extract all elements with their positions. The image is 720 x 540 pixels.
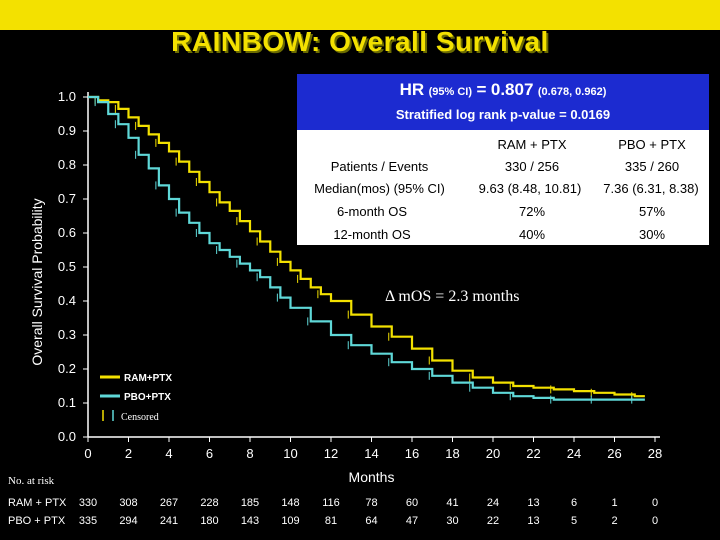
x-tick-label: 26 [607,446,621,461]
series-line-ram-ptx [88,95,645,398]
x-tick-label: 0 [84,446,91,461]
x-tick-label: 8 [246,446,253,461]
risk-value: 180 [200,515,219,527]
risk-value: 81 [324,515,338,527]
stats-row-ram: 9.63 (8.48, 10.81) [478,181,582,196]
y-tick-label: 0.4 [58,293,76,308]
hr-ci-label: (95% CI) [428,86,473,98]
risk-value: 1 [611,497,618,509]
risk-table-title: No. at risk [8,475,55,487]
stats-row-label: 12-month OS [333,227,411,242]
stats-row-label: Patients / Events [330,159,429,174]
risk-value: 308 [119,497,138,509]
risk-value: 47 [405,515,419,527]
risk-value: 148 [281,497,300,509]
risk-value: 109 [281,515,300,527]
y-tick-label: 0.1 [58,395,76,410]
risk-value: 5 [570,515,578,527]
stats-row-pbo: 335 / 260 [624,159,680,174]
x-tick-label: 6 [206,446,213,461]
x-tick-label: 28 [648,446,662,461]
logrank-pvalue: Stratified log rank p-value = 0.0169 [395,107,611,122]
risk-value: 13 [527,497,540,509]
risk-value: 0 [651,497,659,509]
risk-value: 294 [119,515,138,527]
y-tick-label: 0.8 [58,157,76,172]
hr-line: HR (95% CI) = 0.807 (0.678, 0.962) [297,80,709,100]
hr-equals: = [476,80,487,99]
legend-label: PBO+PTX [124,392,171,403]
stats-col-pbo: PBO + PTX [618,137,686,152]
stats-row-label: Median(mos) (95% CI) [314,181,445,196]
risk-value: 22 [486,515,500,527]
y-tick-label: 0.2 [58,361,76,376]
y-tick-label: 0.3 [58,327,76,342]
x-tick-label: 24 [567,446,581,461]
x-tick-label: 18 [445,446,459,461]
hr-ci-value: (0.678, 0.962) [537,86,607,98]
risk-value: 64 [365,515,378,527]
stats-row-label: 6-month OS [336,204,408,219]
risk-value: 185 [240,497,260,509]
y-axis-label: Overall Survival Probability [29,198,45,365]
risk-value: 330 [78,497,98,509]
y-tick-label: 0.7 [58,191,76,206]
x-tick-label: 14 [364,446,378,461]
risk-row-label-ram: RAM + PTX [8,497,67,509]
hazard-ratio-box: HR (95% CI) = 0.807 (0.678, 0.962) Strat… [297,74,709,130]
stats-row-pbo: 57% [638,204,666,219]
x-tick-label: 22 [526,446,540,461]
stats-row-pbo: 7.36 (6.31, 8.38) [603,181,699,196]
risk-value: 143 [240,515,260,527]
risk-value: 0 [651,515,659,527]
risk-value: 24 [486,497,500,509]
risk-value: 60 [405,497,419,509]
hr-label: HR [399,80,425,99]
x-tick-label: 4 [165,446,172,461]
stats-row-pbo: 30% [638,227,666,242]
y-tick-label: 0.6 [58,225,76,240]
y-tick-label: 0.5 [58,259,76,274]
risk-value: 6 [570,497,578,509]
x-tick-label: 20 [486,446,500,461]
top-accent-bar [0,0,720,30]
risk-value: 2 [611,515,618,527]
x-axis-label: Months [349,469,395,485]
y-tick-label: 0.9 [58,123,76,138]
stats-row-ram: 40% [518,227,546,242]
stats-table: RAM + PTX PBO + PTX Patients / Events 33… [297,130,709,245]
legend-censored-label: Censored [121,412,159,423]
risk-row-label-pbo: PBO + PTX [8,515,66,527]
risk-value: 78 [365,497,378,509]
slide-title: RAINBOW: Overall Survival [171,26,549,57]
stats-col-ram: RAM + PTX [497,137,567,152]
risk-value: 41 [446,497,459,509]
stats-row-ram: 330 / 256 [504,159,560,174]
x-tick-label: 2 [125,446,132,461]
x-tick-label: 16 [405,446,419,461]
y-tick-label: 1.0 [58,89,76,104]
risk-value: 241 [159,515,179,527]
delta-median-os: Δ mOS = 2.3 months [385,288,520,305]
series-line-pbo-ptx [88,95,645,401]
risk-value: 228 [200,497,219,509]
y-tick-label: 0.0 [58,429,76,444]
stats-row-ram: 72% [518,204,546,219]
risk-value: 30 [446,515,459,527]
risk-value: 13 [527,515,540,527]
legend-label: RAM+PTX [124,373,172,384]
x-tick-label: 12 [324,446,338,461]
risk-value: 116 [322,497,340,509]
risk-value: 335 [78,515,98,527]
x-tick-label: 10 [283,446,297,461]
hr-value: 0.807 [490,80,534,99]
risk-value: 267 [159,497,179,509]
